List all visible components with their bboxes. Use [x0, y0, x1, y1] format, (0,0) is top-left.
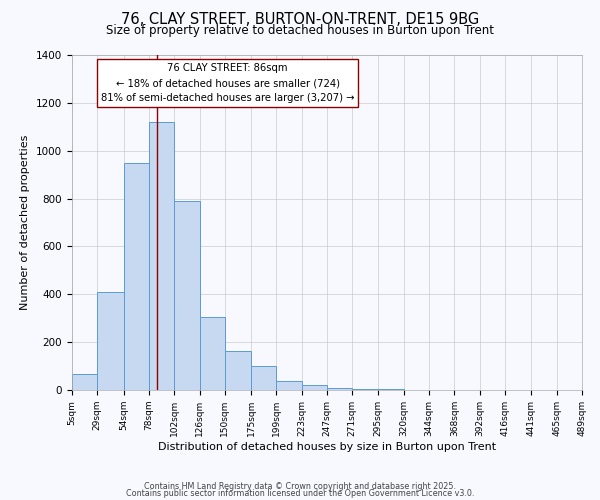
Bar: [149, 122, 174, 390]
X-axis label: Distribution of detached houses by size in Burton upon Trent: Distribution of detached houses by size …: [158, 442, 496, 452]
Text: 76 CLAY STREET: 86sqm
← 18% of detached houses are smaller (724)
81% of semi-det: 76 CLAY STREET: 86sqm ← 18% of detached …: [101, 64, 354, 103]
Bar: [251, 366, 277, 390]
Text: Size of property relative to detached houses in Burton upon Trent: Size of property relative to detached ho…: [106, 24, 494, 37]
Bar: [352, 389, 377, 390]
Bar: [97, 292, 124, 390]
Bar: [199, 317, 225, 390]
Text: Contains public sector information licensed under the Open Government Licence v3: Contains public sector information licen…: [126, 490, 474, 498]
Bar: [72, 374, 97, 390]
Text: 76, CLAY STREET, BURTON-ON-TRENT, DE15 9BG: 76, CLAY STREET, BURTON-ON-TRENT, DE15 9…: [121, 12, 479, 28]
Bar: [225, 351, 251, 390]
Bar: [327, 388, 352, 390]
Bar: [302, 385, 327, 390]
Text: Contains HM Land Registry data © Crown copyright and database right 2025.: Contains HM Land Registry data © Crown c…: [144, 482, 456, 491]
Bar: [124, 162, 149, 390]
Bar: [174, 201, 199, 390]
Bar: [277, 381, 302, 390]
Y-axis label: Number of detached properties: Number of detached properties: [20, 135, 31, 310]
